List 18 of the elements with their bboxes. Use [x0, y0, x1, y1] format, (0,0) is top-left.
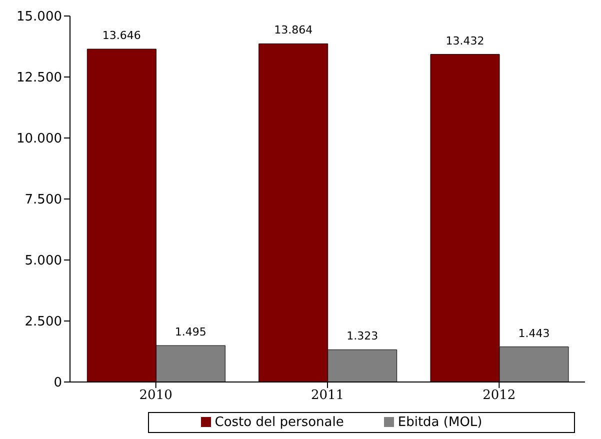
data-label: 1.323 — [346, 330, 378, 343]
y-tick-label: 5.000 — [24, 254, 62, 269]
data-label: 13.646 — [102, 29, 141, 42]
x-tick-label: 2010 — [139, 388, 172, 404]
legend-label: Ebitda (MOL) — [398, 415, 482, 430]
legend-label: Costo del personale — [214, 415, 344, 430]
x-tick-label: 2012 — [482, 388, 516, 404]
data-label: 1.443 — [518, 326, 550, 340]
data-label: 13.864 — [274, 24, 313, 37]
y-tick-label: 2.500 — [24, 314, 62, 330]
y-tick-label: 12.500 — [16, 70, 62, 86]
y-tick-label: 0 — [54, 376, 62, 391]
y-tick-label: 7.500 — [24, 192, 62, 208]
y-tick-label: 10.000 — [16, 132, 62, 147]
data-label: 1.495 — [174, 326, 206, 339]
data-label: 13.432 — [446, 34, 484, 48]
x-tick-label: 2011 — [310, 388, 344, 404]
y-tick-label: 15.000 — [16, 10, 62, 25]
